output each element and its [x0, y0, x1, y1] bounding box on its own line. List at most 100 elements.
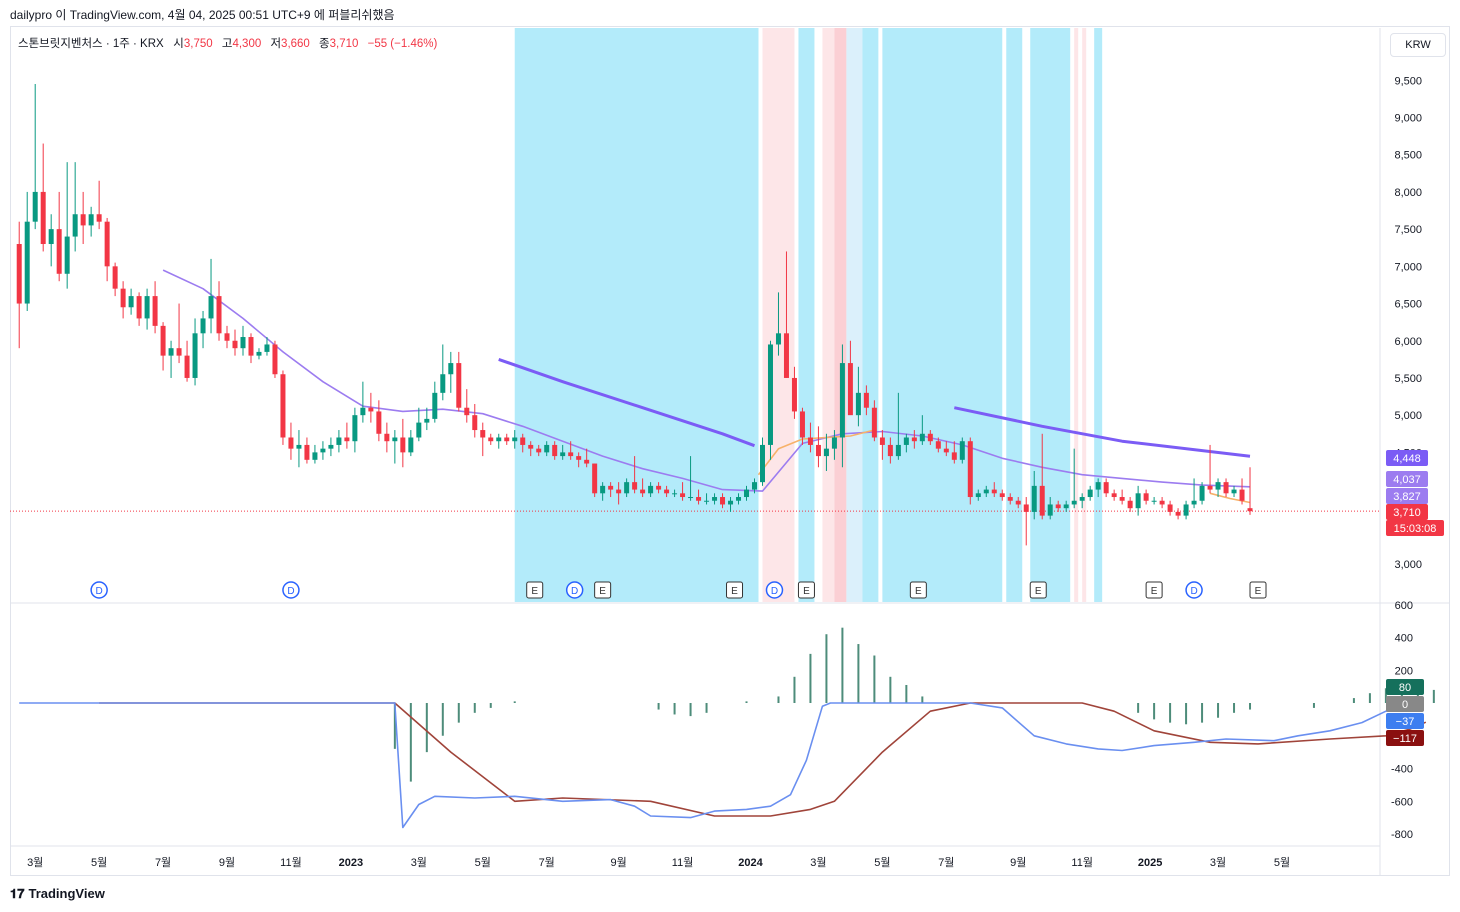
candle-down — [120, 281, 126, 319]
candle-body — [240, 337, 246, 349]
candle-down — [1247, 467, 1253, 515]
time-tick-label: 7월 — [938, 856, 954, 869]
candle-body — [871, 407, 877, 438]
time-tick-label: 11월 — [1071, 856, 1093, 869]
candle-down — [96, 180, 102, 230]
candle-down — [400, 418, 406, 468]
symbol-label[interactable]: 스톤브릿지벤처스 · 1주 · KRX — [18, 38, 164, 50]
candle-body — [704, 500, 710, 502]
time-tick-label: 5월 — [874, 856, 890, 869]
price-label-badge — [1386, 471, 1428, 487]
candle-body — [951, 452, 957, 460]
candle-body — [696, 497, 702, 501]
candle-up — [24, 191, 30, 311]
candle-up — [312, 444, 318, 464]
candle-down — [656, 482, 662, 494]
candle-up — [1151, 497, 1157, 505]
time-tick-label: 9월 — [219, 856, 235, 869]
candle-up — [1079, 493, 1085, 509]
candle-body — [296, 444, 302, 449]
candle-body — [1143, 493, 1149, 501]
dividend-marker-icon — [282, 581, 300, 599]
price-label-badge — [1386, 450, 1428, 466]
earnings-marker-label: E — [915, 586, 922, 597]
candle-up — [903, 433, 909, 453]
candle-up — [48, 214, 54, 267]
macd-histogram-bar — [809, 653, 812, 703]
candle-body — [608, 485, 614, 490]
candle-body — [767, 344, 773, 445]
candle-down — [56, 191, 62, 282]
candle-body — [1087, 489, 1093, 498]
candle-body — [72, 214, 78, 237]
time-tick-label: 11월 — [672, 856, 694, 869]
candle-body — [736, 497, 742, 501]
candle-body — [712, 497, 718, 501]
currency-button[interactable]: KRW — [1390, 33, 1446, 57]
candle-down — [664, 485, 670, 498]
candle-body — [1159, 500, 1165, 505]
candle-down — [456, 351, 462, 412]
macd-label-value: 0 — [1402, 699, 1408, 711]
candle-down — [184, 340, 190, 382]
candle-body — [640, 489, 646, 494]
highlight-band — [798, 28, 815, 602]
macd-tick-label: 200 — [1395, 665, 1413, 677]
earnings-marker-icon — [1145, 581, 1163, 599]
candle-down — [799, 407, 805, 445]
candle-down — [1239, 478, 1245, 505]
candle-down — [1007, 493, 1013, 505]
candle-body — [648, 485, 654, 494]
candle-down — [1103, 478, 1109, 498]
highlight-band — [514, 28, 759, 602]
macd-label-value: −117 — [1393, 733, 1417, 745]
candle-body — [1111, 493, 1117, 498]
candle-body — [96, 214, 102, 222]
candle-down — [1111, 489, 1117, 501]
candle-down — [568, 441, 574, 460]
dividend-marker-label: D — [571, 586, 578, 597]
candle-body — [144, 296, 150, 319]
candle-down — [504, 433, 510, 445]
candle-body — [224, 333, 230, 341]
tradingview-brand: 𝟏𝟕 TradingView — [10, 886, 105, 902]
macd-tick-label: -400 — [1391, 764, 1413, 776]
candle-body — [352, 415, 358, 442]
time-tick-label: 3월 — [411, 856, 427, 869]
candle-down — [911, 430, 917, 449]
candle-body — [320, 448, 326, 453]
mid-moving-average-line — [162, 269, 1251, 492]
time-tick-label: 7월 — [155, 856, 171, 869]
macd-histogram-bar — [1153, 703, 1156, 720]
candle-down — [368, 392, 374, 423]
macd-label-badge — [1386, 696, 1424, 712]
candle-down — [1055, 500, 1061, 512]
macd-histogram-bar — [1432, 689, 1435, 703]
highlight-band — [846, 28, 863, 602]
candle-up — [831, 430, 837, 460]
candle-up — [200, 310, 206, 349]
candle-down — [248, 333, 254, 364]
macd-histogram-bar — [1368, 693, 1371, 703]
highlight-bands — [514, 28, 1103, 602]
candle-body — [424, 418, 430, 423]
earnings-marker-label: E — [599, 586, 606, 597]
candle-body — [1191, 500, 1197, 505]
candle-up — [1031, 470, 1037, 520]
earnings-marker-icon — [594, 581, 612, 599]
candle-body — [248, 337, 254, 356]
low-value: 3,660 — [281, 38, 310, 50]
candle-body — [1015, 500, 1021, 505]
price-tick-label: 9,500 — [1394, 75, 1422, 87]
highlight-band — [1094, 28, 1103, 602]
earnings-marker-label: E — [1255, 586, 1262, 597]
macd-histogram-bar — [689, 703, 692, 717]
macd-tick-label: 400 — [1395, 633, 1413, 645]
candle-up — [336, 430, 342, 453]
candle-up — [736, 493, 742, 505]
time-tick-label: 5월 — [475, 856, 491, 869]
candle-body — [448, 363, 454, 375]
candle-body — [624, 482, 630, 494]
candle-down — [224, 325, 230, 349]
